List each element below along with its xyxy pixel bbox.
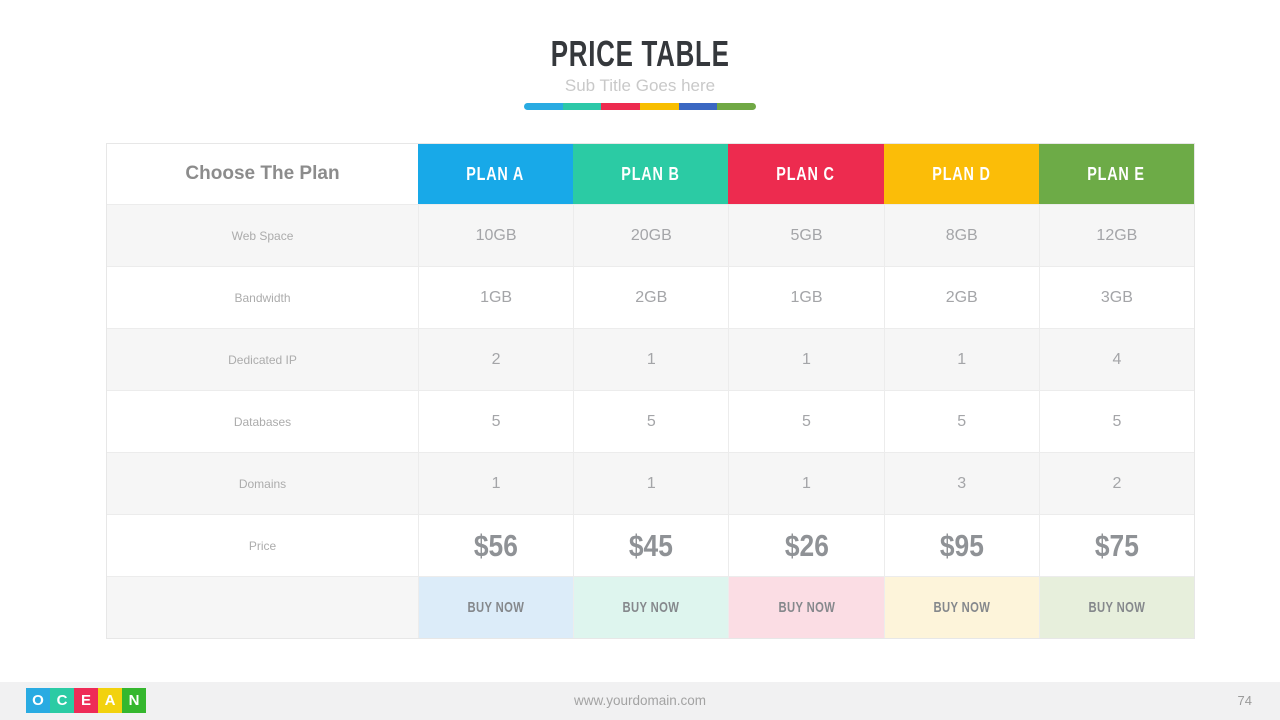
footer-url: www.yourdomain.com [573, 693, 707, 708]
feature-label: Databases [107, 390, 418, 452]
feature-value: 1 [728, 452, 884, 514]
plan-header-label: PLAN D [931, 163, 991, 184]
price-value-plan-b: $45 [573, 514, 729, 576]
slide-header: PRICE TABLE Sub Title Goes here [0, 36, 1280, 110]
plan-header-label: PLAN A [466, 163, 525, 184]
plan-header-plan-c: PLAN C [728, 144, 884, 204]
price-text: $56 [474, 527, 519, 563]
logo-block-e: E [74, 688, 98, 713]
plan-header-plan-e: PLAN E [1038, 144, 1194, 204]
logo-block-n: N [122, 688, 146, 713]
feature-label: Web Space [107, 204, 418, 266]
feature-value: 1 [728, 328, 884, 390]
feature-value: 2 [1038, 452, 1194, 514]
plan-header-plan-d: PLAN D [883, 144, 1039, 204]
feature-value: 3 [883, 452, 1039, 514]
buy-now-button-plan-a[interactable]: BUY NOW [418, 576, 574, 638]
buy-now-label: BUY NOW [778, 599, 835, 616]
accent-bar-segment [640, 103, 679, 110]
price-value-plan-d: $95 [883, 514, 1039, 576]
feature-value: 1 [573, 328, 729, 390]
buy-now-label: BUY NOW [622, 599, 680, 616]
feature-value: 5 [883, 390, 1039, 452]
feature-value: 20GB [573, 204, 729, 266]
logo-block-o: O [26, 688, 50, 713]
pricing-table: Choose The Plan PLAN A PLAN B PLAN C PLAN D P… [106, 143, 1195, 639]
buy-now-label: BUY NOW [1088, 599, 1146, 616]
feature-value: 1 [883, 328, 1039, 390]
plan-header-label: PLAN C [776, 163, 836, 184]
feature-label: Bandwidth [107, 266, 418, 328]
accent-bar-segment [717, 103, 756, 110]
feature-value: 1GB [728, 266, 884, 328]
price-text: $95 [939, 527, 984, 563]
page-number: 74 [1237, 693, 1252, 708]
feature-label: Domains [107, 452, 418, 514]
feature-value: 2 [418, 328, 574, 390]
feature-value: 5 [728, 390, 884, 452]
accent-bar [524, 103, 756, 110]
feature-value: 1 [573, 452, 729, 514]
feature-label: Price [107, 514, 418, 576]
table-corner-header: Choose The Plan [107, 144, 418, 204]
price-text: $45 [629, 527, 674, 563]
accent-bar-segment [524, 103, 563, 110]
buy-now-label: BUY NOW [467, 599, 525, 616]
feature-value: 1 [418, 452, 574, 514]
buy-now-label: BUY NOW [933, 599, 991, 616]
feature-value: 5 [418, 390, 574, 452]
accent-bar-segment [678, 103, 718, 110]
price-text: $75 [1094, 527, 1139, 563]
price-value-plan-c: $26 [728, 514, 884, 576]
accent-bar-segment [601, 103, 641, 110]
logo-block-a: A [98, 688, 122, 713]
feature-value: 4 [1038, 328, 1194, 390]
feature-value: 5 [573, 390, 729, 452]
feature-value: 3GB [1038, 266, 1194, 328]
page-title: PRICE TABLE [550, 33, 730, 74]
price-value-plan-e: $75 [1038, 514, 1194, 576]
price-text: $26 [784, 527, 829, 563]
feature-value: 12GB [1038, 204, 1194, 266]
accent-bar-segment [562, 103, 602, 110]
feature-value: 5GB [728, 204, 884, 266]
buy-now-button-plan-d[interactable]: BUY NOW [883, 576, 1039, 638]
feature-value: 5 [1038, 390, 1194, 452]
plan-header-plan-a: PLAN A [418, 144, 574, 204]
buy-row-spacer [107, 576, 418, 638]
buy-now-button-plan-e[interactable]: BUY NOW [1038, 576, 1194, 638]
buy-now-button-plan-b[interactable]: BUY NOW [573, 576, 729, 638]
plan-header-plan-b: PLAN B [573, 144, 729, 204]
logo-block-c: C [50, 688, 74, 713]
plan-header-label: PLAN B [621, 163, 680, 184]
plan-header-label: PLAN E [1087, 163, 1146, 184]
feature-value: 8GB [883, 204, 1039, 266]
page-subtitle: Sub Title Goes here [564, 76, 716, 95]
feature-value: 1GB [418, 266, 574, 328]
feature-value: 2GB [883, 266, 1039, 328]
feature-label: Dedicated IP [107, 328, 418, 390]
feature-value: 10GB [418, 204, 574, 266]
feature-value: 2GB [573, 266, 729, 328]
price-value-plan-a: $56 [418, 514, 574, 576]
buy-now-button-plan-c[interactable]: BUY NOW [728, 576, 884, 638]
